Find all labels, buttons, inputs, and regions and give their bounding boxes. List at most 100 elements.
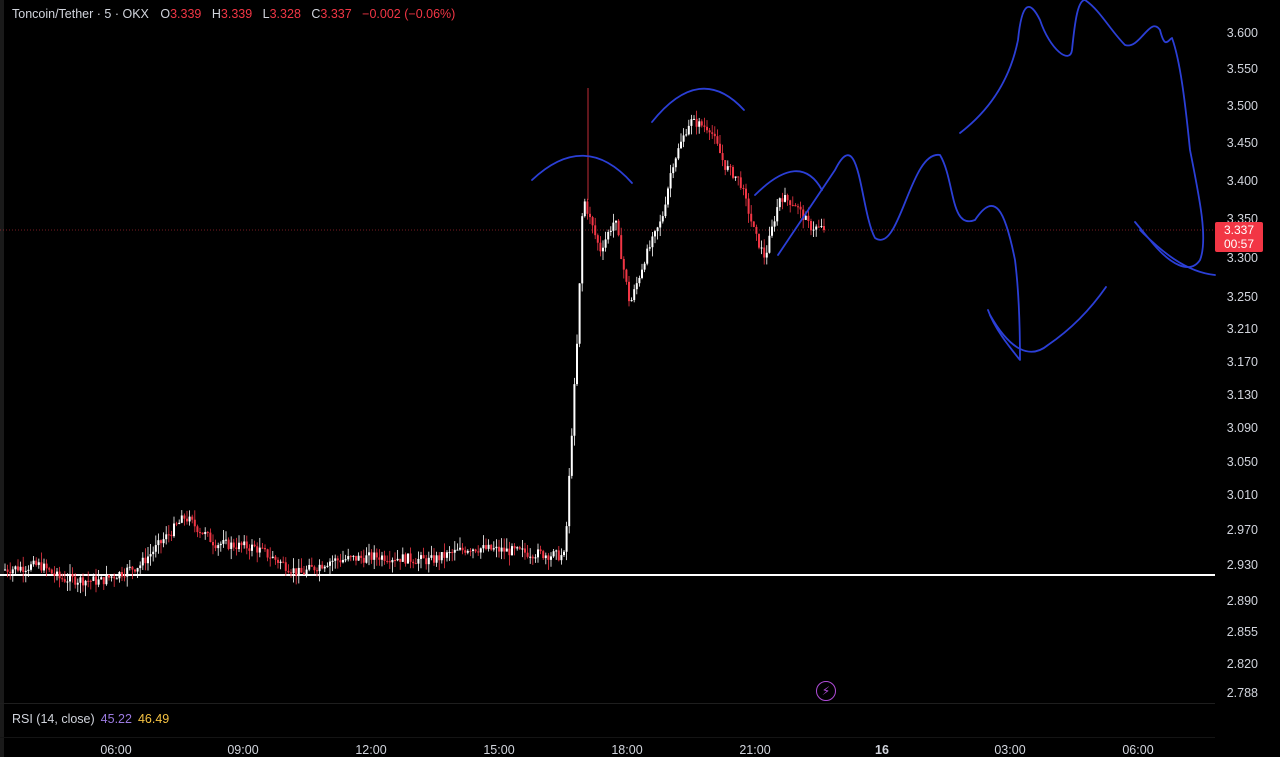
candle-body bbox=[794, 205, 797, 207]
candle-body bbox=[79, 577, 82, 583]
candle-body bbox=[581, 216, 584, 284]
candle-body bbox=[643, 263, 646, 270]
candle-body bbox=[167, 534, 170, 536]
candle-body bbox=[53, 573, 56, 576]
candle-body bbox=[227, 539, 230, 549]
price-tick-label: 2.820 bbox=[1227, 657, 1258, 671]
candle-body bbox=[422, 555, 425, 559]
rsi-legend[interactable]: RSI (14, close) 45.22 46.49 bbox=[12, 712, 169, 726]
candle-body bbox=[589, 213, 591, 218]
candle-body bbox=[74, 576, 77, 585]
time-tick-label: 16 bbox=[875, 743, 889, 757]
candle-body bbox=[482, 545, 485, 549]
candle-body bbox=[144, 557, 147, 564]
candle-body bbox=[339, 560, 342, 563]
candle-body bbox=[622, 259, 625, 270]
candle-body bbox=[503, 547, 506, 552]
candle-body bbox=[131, 566, 134, 570]
candle-body bbox=[737, 176, 740, 178]
candle-body bbox=[477, 551, 480, 553]
candle-body bbox=[427, 557, 430, 565]
price-tick-label: 3.210 bbox=[1227, 322, 1258, 336]
candle-body bbox=[646, 248, 649, 264]
candle-body bbox=[784, 195, 786, 202]
candle-body bbox=[820, 226, 823, 228]
price-tick-label: 2.855 bbox=[1227, 625, 1258, 639]
candle-body bbox=[661, 216, 664, 222]
candle-body bbox=[706, 126, 708, 131]
candle-body bbox=[399, 558, 402, 562]
candle-body bbox=[240, 542, 243, 546]
candle-body bbox=[334, 558, 337, 561]
candle-body bbox=[329, 561, 331, 566]
candle-body bbox=[513, 546, 516, 549]
candle-body bbox=[511, 546, 513, 556]
candle-body bbox=[823, 226, 825, 231]
price-axis[interactable]: 3.6003.5503.5003.4503.4003.3503.3003.250… bbox=[1227, 26, 1258, 700]
close-label: C bbox=[311, 7, 321, 21]
candle-body bbox=[703, 125, 706, 127]
candle-body bbox=[165, 534, 168, 540]
high-label: H bbox=[211, 7, 221, 21]
candle-body bbox=[274, 556, 277, 560]
symbol-title[interactable]: Toncoin/Tether · 5 · OKX bbox=[12, 7, 149, 21]
candle-body bbox=[500, 547, 503, 552]
candle-body bbox=[711, 132, 714, 134]
candle-body bbox=[479, 548, 482, 553]
candle-body bbox=[739, 177, 742, 188]
candle-body bbox=[102, 577, 105, 585]
candle-body bbox=[547, 555, 550, 560]
candle-body bbox=[747, 198, 750, 214]
candle-body bbox=[521, 548, 524, 550]
candle-body bbox=[355, 555, 357, 561]
candle-body bbox=[604, 239, 607, 248]
candle-body bbox=[505, 548, 508, 552]
price-tick-label: 2.930 bbox=[1227, 558, 1258, 572]
candle-body bbox=[266, 549, 269, 558]
lightning-icon[interactable]: ⚡ bbox=[816, 681, 836, 701]
candle-body bbox=[698, 121, 701, 127]
candle-body bbox=[459, 547, 461, 550]
candle-body bbox=[50, 569, 53, 574]
price-tick-label: 2.890 bbox=[1227, 594, 1258, 608]
candle-body bbox=[238, 542, 240, 550]
drawing-lower-curve bbox=[989, 286, 1107, 353]
candle-body bbox=[401, 554, 404, 562]
candle-body bbox=[290, 572, 292, 574]
candle-body bbox=[563, 551, 565, 556]
candle-body bbox=[149, 554, 152, 557]
candle-body bbox=[628, 281, 630, 302]
candle-body bbox=[451, 552, 454, 554]
candle-body bbox=[394, 559, 396, 561]
candle-body bbox=[534, 557, 537, 559]
candle-body bbox=[56, 571, 58, 576]
price-tick-label: 3.450 bbox=[1227, 136, 1258, 150]
candle-body bbox=[781, 198, 784, 202]
candle-body bbox=[170, 534, 173, 537]
candle-body bbox=[308, 565, 311, 570]
candle-body bbox=[123, 576, 126, 578]
candle-body bbox=[139, 565, 142, 569]
time-axis[interactable]: 06:00 09:00 12:00 15:00 18:00 21:00 16 03:00 06:… bbox=[100, 743, 1153, 757]
candle-body bbox=[193, 519, 196, 527]
candle-body bbox=[461, 547, 464, 551]
candle-body bbox=[687, 125, 690, 135]
rsi-divider[interactable] bbox=[0, 703, 1215, 704]
candle-body bbox=[6, 569, 9, 572]
candle-body bbox=[771, 226, 773, 236]
candle-body bbox=[721, 153, 724, 161]
candle-body bbox=[677, 148, 680, 159]
candle-body bbox=[729, 166, 732, 168]
candle-body bbox=[4, 569, 6, 571]
candle-body bbox=[160, 540, 162, 544]
candle-body bbox=[625, 269, 628, 282]
hand-drawings bbox=[531, 0, 1216, 361]
candle-body bbox=[612, 222, 615, 231]
candle-body bbox=[284, 562, 287, 571]
candle-body bbox=[446, 552, 448, 558]
candle-body bbox=[321, 564, 324, 569]
candle-body bbox=[682, 135, 685, 142]
candle-body bbox=[331, 560, 334, 562]
candle-body bbox=[121, 572, 123, 577]
